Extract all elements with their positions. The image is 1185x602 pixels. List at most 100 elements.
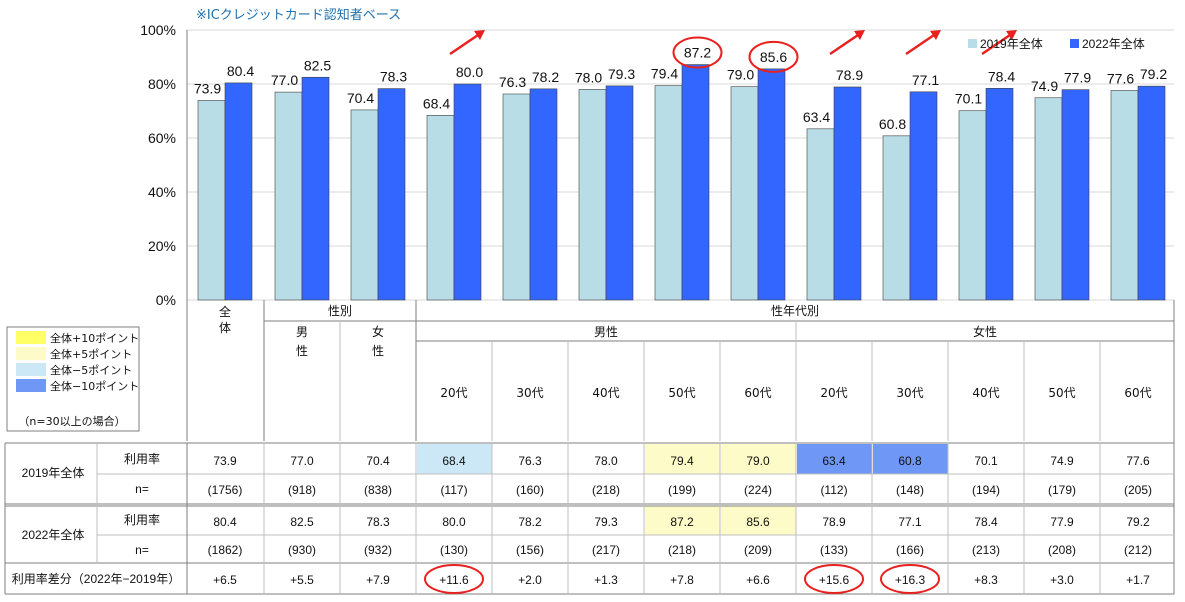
header-age: 性年代別 bbox=[771, 304, 819, 318]
data-label-2022: 80.4 bbox=[227, 63, 254, 79]
cell-n-2022: (218) bbox=[668, 543, 696, 557]
cell-n-2019: (179) bbox=[1048, 483, 1076, 497]
bar-2019 bbox=[1110, 90, 1139, 301]
data-label-2019: 73.9 bbox=[194, 80, 221, 96]
bar-2019 bbox=[502, 93, 531, 301]
cell-usage-2019: 70.4 bbox=[366, 454, 390, 468]
data-label-2022: 79.3 bbox=[608, 66, 635, 82]
highlight-circle bbox=[424, 564, 484, 594]
cell-usage-2019: 77.0 bbox=[290, 454, 314, 468]
cell-highlight bbox=[797, 444, 872, 474]
cell-usage-2019: 74.9 bbox=[1050, 454, 1074, 468]
bar-2019 bbox=[350, 109, 379, 301]
cell-usage-2019: 60.8 bbox=[898, 454, 922, 468]
cell-usage-2022: 79.3 bbox=[594, 515, 618, 529]
data-label-2019: 60.8 bbox=[879, 116, 906, 132]
cell-n-2019: (117) bbox=[440, 483, 467, 497]
cell-n-2022: (133) bbox=[820, 543, 848, 557]
cell-highlight bbox=[645, 444, 720, 474]
highlight-circle bbox=[748, 40, 799, 73]
data-label-2022: 77.1 bbox=[912, 72, 939, 88]
legend-swatch bbox=[1070, 39, 1079, 48]
trend-arrow-shaft bbox=[981, 31, 1014, 56]
bar-2019 bbox=[882, 135, 911, 301]
y-tick-label: 40% bbox=[148, 184, 176, 200]
cell-n-2022: (208) bbox=[1048, 543, 1076, 557]
bar-2019 bbox=[274, 91, 303, 301]
bar-2022 bbox=[1137, 85, 1166, 301]
cell-highlight bbox=[417, 444, 492, 474]
header-all-bottom: 体 bbox=[219, 321, 231, 335]
cell-n-2019: (199) bbox=[668, 483, 696, 497]
cell-usage-2019: 70.1 bbox=[974, 454, 998, 468]
trend-arrow-shaft bbox=[905, 31, 938, 56]
y-tick-label: 20% bbox=[148, 238, 176, 254]
cell-diff: +8.3 bbox=[974, 573, 998, 587]
bar-2022 bbox=[224, 82, 253, 301]
bar-2019 bbox=[426, 115, 455, 301]
cell-usage-2019: 68.4 bbox=[442, 454, 466, 468]
header-female-col: 女 bbox=[372, 324, 384, 339]
bar-2022 bbox=[833, 86, 862, 301]
cell-n-2022: (930) bbox=[288, 543, 316, 557]
cell-diff: +1.7 bbox=[1126, 573, 1150, 587]
key-swatch bbox=[16, 379, 46, 392]
bar-2019 bbox=[806, 128, 835, 301]
header-male-col: 性 bbox=[296, 344, 308, 358]
base-note: ※ICクレジットカード認知者ベース bbox=[196, 7, 401, 23]
bar-2022 bbox=[529, 88, 558, 301]
cell-usage-2019: 78.0 bbox=[594, 454, 618, 468]
data-label-2022: 80.0 bbox=[456, 64, 483, 80]
cell-usage-2019: 63.4 bbox=[822, 454, 846, 468]
cell-n-2019: (218) bbox=[592, 483, 620, 497]
annotations bbox=[449, 30, 1017, 73]
cell-diff: +16.3 bbox=[895, 573, 926, 587]
header-age-label: 30代 bbox=[896, 386, 923, 400]
legend-label: 2022年全体 bbox=[1082, 36, 1145, 51]
cell-n-2022: (213) bbox=[972, 543, 1000, 557]
bar-2019 bbox=[1034, 97, 1063, 301]
header-female-col: 性 bbox=[372, 344, 384, 358]
y-tick-label: 80% bbox=[148, 76, 176, 92]
header-age-label: 60代 bbox=[1124, 386, 1151, 400]
bar-2022 bbox=[909, 91, 938, 301]
data-label-2019: 70.1 bbox=[955, 91, 982, 107]
cell-n-2022: (1862) bbox=[208, 543, 243, 557]
cell-n-2019: (194) bbox=[972, 483, 1000, 497]
y-axis-ticks: 100% 80% 60% 40% 20% 0% bbox=[140, 22, 176, 308]
cell-usage-2022: 77.1 bbox=[898, 515, 922, 529]
bar-2019 bbox=[730, 86, 759, 301]
cell-n-2022: (166) bbox=[896, 543, 924, 557]
cell-usage-2019: 73.9 bbox=[213, 454, 237, 468]
cell-usage-2019: 76.3 bbox=[518, 454, 542, 468]
bar-2022 bbox=[681, 64, 710, 301]
key-label: 全体+10ポイント bbox=[50, 331, 139, 345]
cell-usage-2019: 79.4 bbox=[670, 454, 694, 468]
header-age-label: 40代 bbox=[972, 386, 999, 400]
header-female-ages: 女性 bbox=[973, 324, 997, 339]
bar-2019 bbox=[958, 110, 987, 301]
bar-2022 bbox=[301, 76, 330, 301]
bar-2019 bbox=[578, 89, 607, 301]
y-tick-label: 0% bbox=[156, 292, 176, 308]
header-age-label: 60代 bbox=[744, 386, 771, 400]
row-label-n: n= bbox=[135, 543, 149, 557]
y-tick-label: 100% bbox=[140, 22, 176, 38]
cell-diff: +5.5 bbox=[290, 573, 314, 587]
cell-highlight bbox=[645, 506, 720, 535]
key-label: 全体−5ポイント bbox=[50, 363, 132, 377]
cell-n-2019: (1756) bbox=[208, 483, 243, 497]
header-age-label: 20代 bbox=[820, 386, 847, 400]
cell-usage-2019: 79.0 bbox=[746, 454, 770, 468]
cell-diff: +1.3 bbox=[594, 573, 618, 587]
bar-2022 bbox=[453, 83, 482, 301]
data-label-2019: 79.0 bbox=[727, 67, 754, 83]
header-age-label: 40代 bbox=[592, 386, 619, 400]
cell-diff: +6.6 bbox=[746, 573, 770, 587]
bar-2022 bbox=[377, 88, 406, 301]
header-age-label: 30代 bbox=[516, 386, 543, 400]
trend-arrow-head bbox=[854, 30, 865, 40]
bar-2022 bbox=[1061, 89, 1090, 301]
